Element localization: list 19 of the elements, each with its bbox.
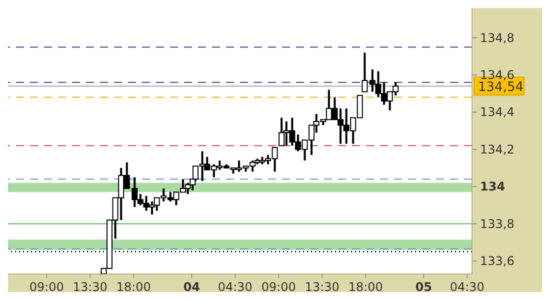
x-tick-label: 09:00 [29, 280, 64, 294]
x-tick-label: 13:30 [304, 280, 340, 294]
y-tick-label: 133,8 [480, 216, 514, 231]
x-tick-label: 04:30 [450, 280, 484, 294]
candlestick [278, 116, 285, 147]
x-tick-label: 13:30 [72, 280, 108, 294]
x-tick-label: 09:00 [261, 280, 296, 294]
y-tick-label: 134 [480, 180, 506, 194]
candlestick [362, 52, 368, 93]
x-tick-label: 04:30 [218, 280, 252, 294]
y-tick-label: 134,8 [480, 30, 514, 45]
y-tick-label: 134,2 [480, 142, 514, 156]
x-tick-label: 18:00 [116, 280, 151, 294]
y-tick-label: 134,4 [480, 105, 514, 120]
x-tick-label: 04 [183, 280, 200, 294]
y-tick-label: 133,6 [480, 254, 514, 268]
x-tick-label: 18:00 [348, 280, 383, 294]
x-tick-label: 05 [415, 280, 432, 294]
ref-line-label: 134,54 [478, 80, 524, 96]
